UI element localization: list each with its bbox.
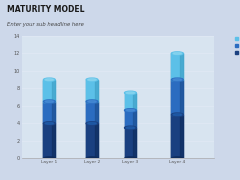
Bar bbox=[86, 123, 98, 158]
Bar bbox=[180, 115, 183, 158]
Bar bbox=[171, 53, 183, 80]
Bar bbox=[180, 53, 183, 80]
Bar bbox=[133, 110, 136, 128]
Ellipse shape bbox=[45, 122, 54, 124]
Ellipse shape bbox=[125, 91, 136, 95]
Bar bbox=[171, 53, 174, 80]
Text: Enter your sub headline here: Enter your sub headline here bbox=[7, 22, 84, 27]
Ellipse shape bbox=[86, 122, 98, 125]
Bar bbox=[133, 93, 136, 110]
Bar bbox=[95, 102, 98, 123]
Ellipse shape bbox=[173, 79, 182, 81]
Bar bbox=[171, 115, 174, 158]
Bar bbox=[86, 80, 98, 102]
Bar bbox=[52, 123, 55, 158]
Bar bbox=[43, 80, 46, 102]
Ellipse shape bbox=[125, 109, 136, 112]
Bar bbox=[95, 123, 98, 158]
Legend: 3, 2, 1: 3, 2, 1 bbox=[234, 36, 240, 56]
Ellipse shape bbox=[171, 78, 183, 81]
Ellipse shape bbox=[125, 126, 136, 129]
Ellipse shape bbox=[125, 157, 136, 160]
Bar bbox=[43, 102, 46, 123]
Bar bbox=[86, 123, 89, 158]
Bar bbox=[43, 123, 55, 158]
Ellipse shape bbox=[171, 52, 183, 55]
Ellipse shape bbox=[126, 109, 135, 111]
Bar bbox=[171, 80, 174, 115]
Ellipse shape bbox=[173, 114, 182, 116]
Ellipse shape bbox=[45, 79, 54, 81]
Ellipse shape bbox=[171, 113, 183, 116]
Bar bbox=[125, 128, 127, 158]
Bar bbox=[95, 80, 98, 102]
Ellipse shape bbox=[43, 157, 55, 160]
Ellipse shape bbox=[126, 127, 135, 129]
Ellipse shape bbox=[171, 157, 183, 160]
Bar bbox=[43, 80, 55, 102]
Bar bbox=[52, 80, 55, 102]
Bar bbox=[125, 110, 136, 128]
Bar bbox=[86, 102, 89, 123]
Ellipse shape bbox=[88, 101, 96, 103]
Bar bbox=[125, 93, 127, 110]
Bar bbox=[125, 93, 136, 110]
Bar bbox=[86, 102, 98, 123]
Bar bbox=[180, 80, 183, 115]
Ellipse shape bbox=[88, 122, 96, 124]
Bar bbox=[133, 128, 136, 158]
Ellipse shape bbox=[86, 78, 98, 81]
Bar bbox=[52, 102, 55, 123]
Ellipse shape bbox=[173, 53, 182, 55]
Text: MATURITY MODEL: MATURITY MODEL bbox=[7, 5, 85, 14]
Bar bbox=[125, 110, 127, 128]
Bar bbox=[43, 123, 46, 158]
Ellipse shape bbox=[126, 92, 135, 94]
Ellipse shape bbox=[86, 100, 98, 103]
Ellipse shape bbox=[86, 157, 98, 160]
Ellipse shape bbox=[45, 101, 54, 103]
Ellipse shape bbox=[43, 78, 55, 81]
Bar bbox=[125, 128, 136, 158]
Ellipse shape bbox=[88, 79, 96, 81]
Bar bbox=[43, 102, 55, 123]
Ellipse shape bbox=[43, 100, 55, 103]
Bar bbox=[86, 80, 89, 102]
Bar bbox=[171, 115, 183, 158]
Bar bbox=[171, 80, 183, 115]
Ellipse shape bbox=[43, 122, 55, 125]
